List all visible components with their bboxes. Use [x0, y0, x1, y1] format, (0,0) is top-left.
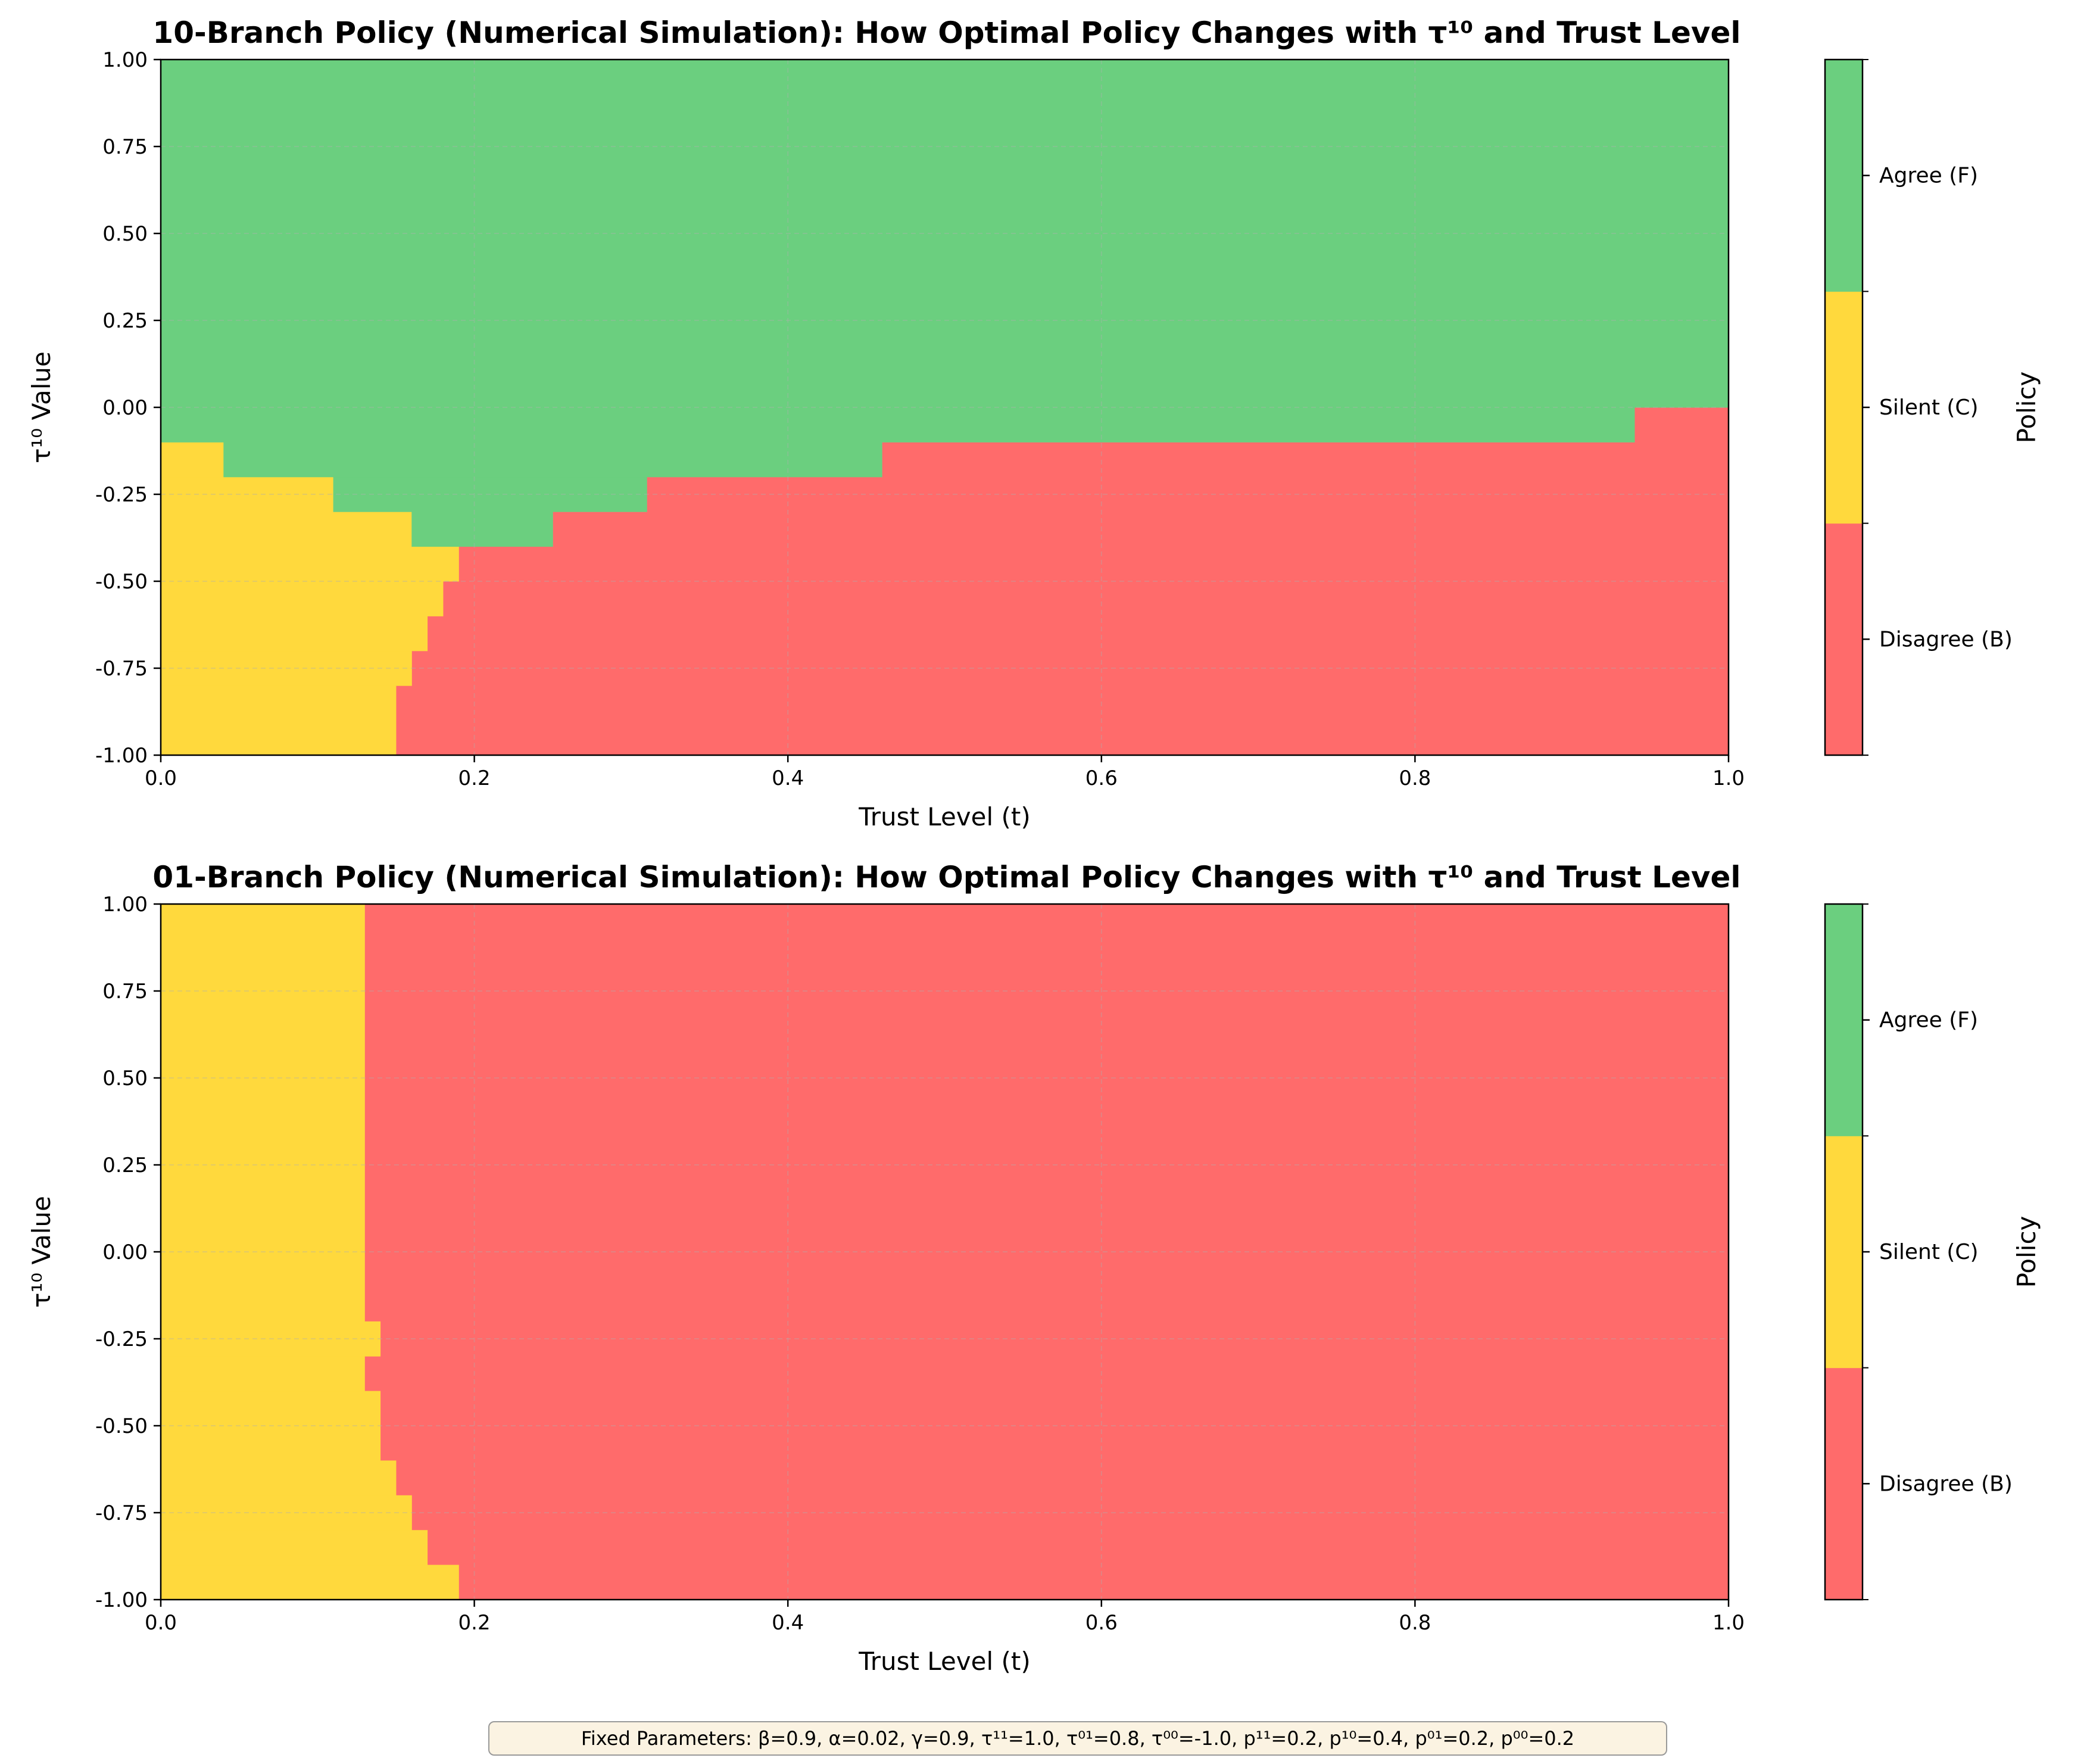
- x-tick-label: 0.4: [772, 1611, 804, 1635]
- silent-region-band: [161, 1426, 381, 1461]
- agree-region-band: [161, 60, 1729, 408]
- colorbar-segment: [1825, 291, 1863, 524]
- x-tick-label: 0.8: [1399, 1611, 1431, 1635]
- colorbar-segment: [1825, 1136, 1863, 1369]
- chart-panel-1: 0.0 0.2 0.4 0.6 0.8 1.0 -1.00 -0.75 -0.50 -0.25 0.…: [27, 15, 2041, 831]
- colorbar-segment: [1825, 523, 1863, 756]
- y-tick-label: -0.75: [95, 1501, 148, 1525]
- agree-region-band: [411, 512, 553, 547]
- silent-region-band: [161, 650, 412, 686]
- colorbar-tick-label: Disagree (B): [1879, 1472, 2013, 1496]
- y-tick-label: 0.00: [102, 1241, 148, 1264]
- silent-region-band: [161, 616, 428, 652]
- disagree-region-background: [161, 904, 1729, 1600]
- silent-region-band: [161, 685, 397, 721]
- colorbar-segment: [1825, 60, 1863, 292]
- colorbar-segment: [1825, 1367, 1863, 1600]
- y-tick-label: 0.25: [102, 1154, 148, 1177]
- y-tick-label: -0.25: [95, 483, 148, 507]
- agree-region-band: [161, 407, 1635, 442]
- y-tick-label: 0.25: [102, 309, 148, 333]
- y-tick-label: -0.50: [95, 570, 148, 594]
- x-tick-label: 1.0: [1712, 766, 1745, 790]
- colorbar-segment: [1825, 904, 1863, 1136]
- y-tick-label: -1.00: [95, 1588, 148, 1612]
- y-tick-label: 1.00: [102, 893, 148, 917]
- colorbar-label: Policy: [2012, 372, 2041, 444]
- silent-region-band: [161, 1564, 459, 1600]
- x-axis-label: Trust Level (t): [858, 1647, 1031, 1676]
- silent-region-band: [161, 904, 365, 1322]
- x-tick-label: 1.0: [1712, 1611, 1745, 1635]
- chart-title: 01-Branch Policy (Numerical Simulation):…: [152, 860, 1740, 895]
- fixed-parameters-box: Fixed Parameters: β=0.9, α=0.02, γ=0.9, …: [488, 1721, 1667, 1756]
- silent-region-band: [161, 512, 412, 547]
- x-tick-label: 0.0: [145, 1611, 177, 1635]
- y-tick-label: -0.50: [95, 1414, 148, 1438]
- y-tick-label: -0.25: [95, 1327, 148, 1351]
- y-tick-label: 0.75: [102, 135, 148, 159]
- x-tick-label: 0.6: [1085, 1611, 1118, 1635]
- colorbar-tick-label: Agree (F): [1879, 1008, 1978, 1033]
- x-tick-label: 0.4: [772, 766, 804, 790]
- colorbar-tick-label: Silent (C): [1879, 395, 1979, 420]
- silent-region-band: [161, 1321, 381, 1357]
- colorbar-tick-label: Agree (F): [1879, 164, 1978, 188]
- silent-region-band: [161, 1391, 381, 1426]
- y-tick-label: -1.00: [95, 744, 148, 768]
- x-tick-label: 0.8: [1399, 766, 1431, 790]
- x-tick-label: 0.6: [1085, 766, 1118, 790]
- silent-region-band: [161, 720, 397, 756]
- silent-region-band: [161, 476, 334, 512]
- x-tick-label: 0.2: [458, 1611, 491, 1635]
- silent-region-band: [161, 546, 459, 582]
- y-axis-label: τ¹⁰ Value: [27, 1196, 56, 1308]
- colorbar-tick-label: Disagree (B): [1879, 627, 2013, 652]
- agree-region-band: [333, 476, 647, 512]
- silent-region-band: [161, 1495, 412, 1531]
- colorbar-tick-label: Silent (C): [1879, 1240, 1979, 1264]
- chart-panel-2: 0.0 0.2 0.4 0.6 0.8 1.0 -1.00 -0.75 -0.50 -0.25 0.…: [27, 860, 2041, 1676]
- x-tick-label: 0.2: [458, 766, 491, 790]
- colorbar-label: Policy: [2012, 1216, 2041, 1288]
- y-axis-label: τ¹⁰ Value: [27, 351, 56, 463]
- y-tick-label: 0.00: [102, 396, 148, 420]
- y-tick-label: -0.75: [95, 657, 148, 681]
- silent-region-band: [161, 1460, 397, 1496]
- silent-region-band: [161, 1356, 365, 1392]
- y-tick-label: 1.00: [102, 48, 148, 72]
- silent-region-band: [161, 581, 444, 616]
- agree-region-band: [223, 442, 882, 478]
- y-tick-label: 0.50: [102, 1067, 148, 1090]
- silent-region-band: [161, 1530, 428, 1566]
- y-tick-label: 0.75: [102, 980, 148, 1003]
- x-tick-label: 0.0: [145, 766, 177, 790]
- y-tick-label: 0.50: [102, 222, 148, 246]
- silent-region-band: [161, 442, 224, 478]
- x-axis-label: Trust Level (t): [858, 802, 1031, 831]
- chart-title: 10-Branch Policy (Numerical Simulation):…: [152, 15, 1740, 50]
